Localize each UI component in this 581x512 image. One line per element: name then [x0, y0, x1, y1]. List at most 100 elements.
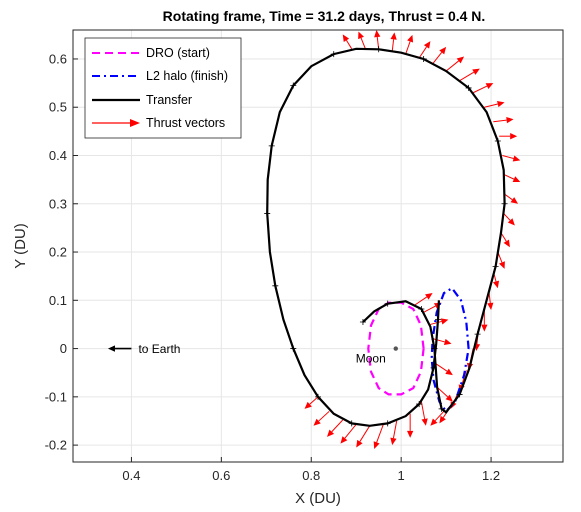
legend-box	[84, 37, 242, 139]
thrust-vector-arrow	[340, 424, 357, 444]
transfer-marker	[431, 345, 438, 352]
to-earth-arrow	[107, 345, 132, 352]
thrust-vector-arrow-head	[506, 116, 514, 124]
transfer-marker	[492, 263, 499, 270]
transfer-marker	[435, 316, 442, 323]
thrust-vector-arrow-head	[440, 318, 449, 325]
thrust-vector-arrow-head	[390, 32, 397, 40]
legend-label-dro: DRO (start)	[146, 46, 210, 60]
thrust-vector-arrow	[433, 338, 452, 345]
thrust-vector-arrow-head	[443, 338, 452, 345]
thrust-vector-arrow-head	[356, 439, 363, 448]
thrust-vector-arrow-head	[407, 430, 414, 438]
transfer-marker	[264, 210, 271, 217]
thrust-vector-arrow	[430, 410, 445, 426]
thrust-vector-arrow-head	[425, 293, 433, 300]
thrust-vector-arrow-head	[487, 302, 494, 310]
thrust-vector-arrow-head	[407, 34, 414, 43]
thrust-vector-arrow-shaft	[493, 119, 507, 123]
transfer-marker	[290, 345, 297, 352]
thrust-vector-arrow-shaft	[459, 71, 475, 82]
thrust-vector-arrow	[390, 420, 398, 446]
transfer-marker	[438, 405, 445, 412]
transfer-marker	[272, 282, 279, 289]
thrust-vector-arrow-shaft	[376, 424, 384, 443]
thrust-vector-arrow	[504, 193, 519, 204]
thrust-vector-arrow-shaft	[331, 419, 344, 433]
thrust-vector-arrow	[373, 424, 384, 449]
x-axis-label: X (DU)	[295, 490, 341, 507]
transfer-marker	[290, 82, 297, 89]
thrust-vector-arrow-head	[439, 46, 447, 55]
to-earth-arrow-head	[107, 345, 115, 352]
thrust-vector-arrow-shaft	[391, 39, 395, 52]
thrust-vector-arrow-head	[304, 401, 312, 409]
thrust-vector-arrow-head	[492, 280, 500, 289]
thrust-vector-arrow	[445, 56, 465, 72]
thrust-vector-arrow-shaft	[309, 396, 319, 405]
thrust-vector-arrow-head	[439, 415, 446, 424]
thrust-vector-arrow-head	[445, 394, 453, 402]
thrust-vector-arrow-head	[512, 176, 521, 183]
thrust-vector-arrow	[414, 293, 433, 306]
legend-swatch-thrust-head	[130, 119, 140, 127]
thrust-vector-arrow-shaft	[345, 40, 353, 50]
series	[264, 30, 521, 449]
thrust-vector-arrow-head	[456, 56, 465, 64]
thrust-vector-arrow	[503, 213, 515, 226]
plot-area-frame	[72, 29, 564, 463]
thrust-vector-arrow-shaft	[503, 213, 511, 221]
thrust-vector-arrow-shaft	[414, 296, 428, 306]
thrust-vector-arrow-head	[430, 418, 438, 426]
thrust-vector-arrow-shaft	[504, 193, 513, 201]
thrust-vector-arrow-shaft	[436, 386, 449, 398]
transfer-marker	[330, 51, 337, 58]
thrust-vector-arrow-shaft	[360, 37, 366, 49]
transfer-marker	[418, 305, 425, 312]
x-tick-label: 1	[398, 468, 405, 483]
thrust-vector-arrow-head	[485, 83, 494, 89]
thrust-vector-arrow	[434, 362, 453, 376]
thrust-vector-arrow	[472, 83, 494, 94]
thrust-vector-arrow-shaft	[344, 424, 357, 439]
thrust-vector-arrow	[493, 116, 514, 124]
thrust-vector-arrow-shaft	[405, 41, 411, 55]
y-tick-label: 0.4	[49, 148, 67, 163]
thrust-vector-arrow-shaft	[433, 338, 445, 343]
thrust-vector-arrow	[432, 46, 447, 65]
thrust-vector-arrow	[418, 41, 431, 59]
x-tick-label: 1.2	[482, 468, 500, 483]
legend: DRO (start) L2 halo (finish) Transfer Th…	[84, 37, 242, 139]
thrust-vector-arrow-shaft	[430, 320, 442, 325]
thrust-vector-arrow-head	[507, 218, 515, 226]
transfer-marker	[384, 420, 391, 427]
thrust-vector-arrow-head	[497, 100, 505, 108]
thrust-vector-arrow	[436, 386, 453, 402]
thrust-vector-arrow	[313, 410, 330, 426]
x-tick-label: 0.8	[302, 468, 320, 483]
legend-label-halo: L2 halo (finish)	[146, 69, 228, 83]
y-tick-label: 0	[60, 341, 67, 356]
transfer-marker	[416, 401, 423, 408]
thrust-vector-arrow	[326, 419, 344, 437]
transfer-marker	[474, 331, 481, 338]
thrust-vector-arrow-head	[445, 368, 453, 376]
y-tick-label: -0.1	[45, 389, 67, 404]
thrust-vector-arrow	[356, 425, 371, 448]
y-tick-label: 0.5	[49, 100, 67, 115]
thrust-vector-arrow	[420, 401, 428, 426]
thrust-vector-arrow-shaft	[504, 174, 515, 180]
dro-orbit-line	[367, 301, 425, 396]
thrust-vector-arrow	[407, 413, 414, 438]
thrust-vector-arrow	[405, 34, 414, 55]
thrust-vector-arrow-head	[423, 41, 431, 49]
transfer-trajectory-line	[266, 47, 506, 427]
thrust-vector-arrow	[304, 396, 319, 409]
thrust-vector-arrow	[484, 100, 505, 108]
y-tick-label: 0.1	[49, 293, 67, 308]
thrust-vector-arrow-shaft	[420, 401, 426, 420]
thrust-vector-arrow	[358, 31, 366, 49]
thrust-vector-arrow	[342, 34, 353, 50]
thrust-vector-arrow-shaft	[484, 103, 498, 108]
thrust-vector-arrow-head	[373, 441, 380, 449]
